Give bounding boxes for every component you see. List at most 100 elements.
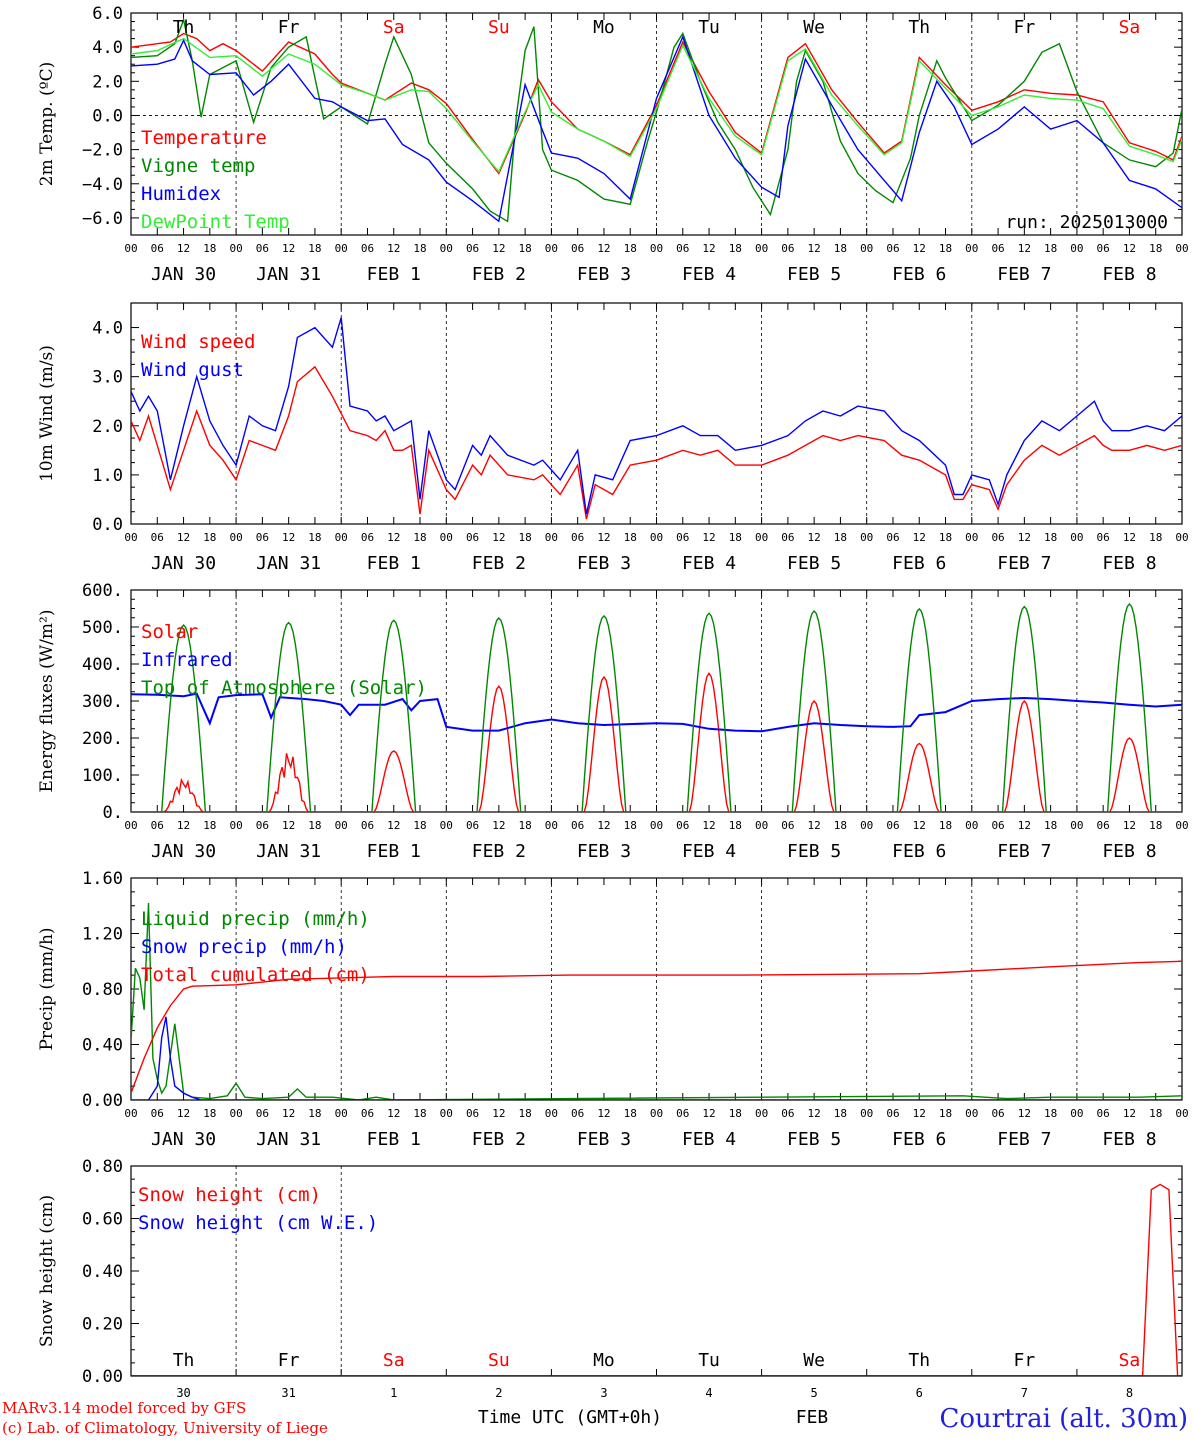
x-tick-label: 12 <box>1018 531 1031 544</box>
panel-3: 0. 100. 200. 300. 400. 500. 600. Energy fluxes … <box>37 581 1189 862</box>
x-tick-label: 12 <box>492 531 505 544</box>
date-label: FEB 4 <box>682 264 736 285</box>
legend-entry: Wind speed <box>141 331 255 353</box>
x-tick-label: 12 <box>387 242 400 255</box>
day-name: Th <box>173 17 195 38</box>
y-tick-label: −6.0 <box>82 209 123 229</box>
legend-entry: Snow height (cm) <box>138 1184 321 1206</box>
x-tick-label: 18 <box>939 819 952 832</box>
day-name: Tu <box>698 1350 720 1371</box>
x-tick-label: 06 <box>676 819 689 832</box>
day-name: Th <box>173 1350 195 1371</box>
x-tick-label: 18 <box>939 242 952 255</box>
x-tick-label: 18 <box>834 531 847 544</box>
date-label: FEB 8 <box>1102 264 1156 285</box>
x-tick-label: 12 <box>1123 819 1136 832</box>
x-tick-label: 18 <box>834 1107 847 1120</box>
x-tick-label: 06 <box>676 531 689 544</box>
x-tick-label: 00 <box>1070 242 1083 255</box>
run-label: run: 2025013000 <box>1005 212 1168 233</box>
x-tick-label: 18 <box>413 819 426 832</box>
date-label: FEB 7 <box>997 553 1051 574</box>
x-tick-label: 18 <box>624 1107 637 1120</box>
x-tick-label: 12 <box>177 531 190 544</box>
x-tick-label: 00 <box>229 1107 242 1120</box>
x-tick-label: 06 <box>571 531 584 544</box>
y-tick-label: −4.0 <box>82 175 123 195</box>
date-label: JAN 31 <box>256 1129 321 1150</box>
x-tick-label: 06 <box>781 242 794 255</box>
x-tick-label: 12 <box>282 531 295 544</box>
legend-entry: Top of Atmosphere (Solar) <box>141 677 427 699</box>
x-tick-label: 00 <box>1175 1107 1188 1120</box>
x-tick-label: 12 <box>387 819 400 832</box>
legend-entry: Infrared <box>141 649 233 671</box>
x-tick-label: 00 <box>650 242 663 255</box>
date-label: FEB 8 <box>1102 553 1156 574</box>
x-tick-label: 12 <box>702 242 715 255</box>
x-tick-label: 12 <box>702 819 715 832</box>
x-tick-label: 00 <box>965 1107 978 1120</box>
x-tick-label: 12 <box>913 242 926 255</box>
bottom-day-number: 31 <box>281 1386 295 1400</box>
date-label: FEB 3 <box>577 1129 631 1150</box>
day-name: Sa <box>383 17 405 38</box>
date-label: FEB 5 <box>787 841 841 862</box>
x-tick-label: 12 <box>1123 531 1136 544</box>
x-tick-label: 06 <box>886 242 899 255</box>
series-group <box>131 603 1182 812</box>
date-label: FEB 8 <box>1102 841 1156 862</box>
day-name: Mo <box>593 17 615 38</box>
series-line-wind-speed <box>131 365 1182 520</box>
x-tick-label: 00 <box>545 1107 558 1120</box>
series-line-snow-height-cm- <box>131 1183 1182 1376</box>
x-tick-label: 00 <box>650 1107 663 1120</box>
date-label: JAN 31 <box>256 264 321 285</box>
x-tick-label: 18 <box>308 1107 321 1120</box>
date-label: FEB 5 <box>787 553 841 574</box>
x-tick-label: 06 <box>256 242 269 255</box>
x-tick-label: 06 <box>991 242 1004 255</box>
x-tick-label: 00 <box>335 819 348 832</box>
y-tick-label: 0.0 <box>92 106 123 126</box>
x-tick-label: 18 <box>519 1107 532 1120</box>
x-tick-label: 18 <box>519 242 532 255</box>
x-tick-label: 12 <box>597 1107 610 1120</box>
panel-4: 0.00 0.40 0.80 1.20 1.60 Precip (mm/h) 00 06 12 1… <box>37 869 1189 1150</box>
x-tick-label: 18 <box>308 531 321 544</box>
y-tick-label: 0.00 <box>82 1091 123 1111</box>
date-label: FEB 3 <box>577 264 631 285</box>
y-axis-label: Precip (mm/h) <box>37 927 57 1050</box>
x-tick-label: 12 <box>913 1107 926 1120</box>
x-tick-label: 06 <box>1097 531 1110 544</box>
date-label: JAN 30 <box>151 264 216 285</box>
x-tick-label: 00 <box>545 242 558 255</box>
x-tick-label: 12 <box>597 819 610 832</box>
x-tick-label: 18 <box>203 242 216 255</box>
x-tick-label: 00 <box>650 531 663 544</box>
x-tick-label: 06 <box>151 1107 164 1120</box>
series-line-top-of-atmosphere-solar- <box>131 603 1182 812</box>
x-tick-label: 00 <box>860 242 873 255</box>
x-tick-label: 12 <box>1123 242 1136 255</box>
x-tick-label: 12 <box>597 531 610 544</box>
date-label: FEB 7 <box>997 1129 1051 1150</box>
date-label: JAN 31 <box>256 841 321 862</box>
x-tick-label: 12 <box>808 1107 821 1120</box>
y-tick-label: 0.40 <box>82 1262 123 1282</box>
x-tick-label: 00 <box>545 819 558 832</box>
x-tick-label: 12 <box>282 1107 295 1120</box>
x-tick-label: 18 <box>834 819 847 832</box>
y-axis-label: Energy fluxes (W/m²) <box>37 610 57 793</box>
x-tick-label: 00 <box>440 819 453 832</box>
x-tick-label: 06 <box>571 242 584 255</box>
x-tick-label: 12 <box>913 819 926 832</box>
x-tick-label: 18 <box>729 1107 742 1120</box>
y-tick-label: 4.0 <box>92 38 123 58</box>
x-tick-label: 00 <box>124 1107 137 1120</box>
x-tick-label: 18 <box>624 819 637 832</box>
date-label: FEB 6 <box>892 841 946 862</box>
y-tick-label: 0.80 <box>82 1157 123 1177</box>
x-tick-label: 18 <box>939 531 952 544</box>
x-tick-label: 06 <box>466 242 479 255</box>
